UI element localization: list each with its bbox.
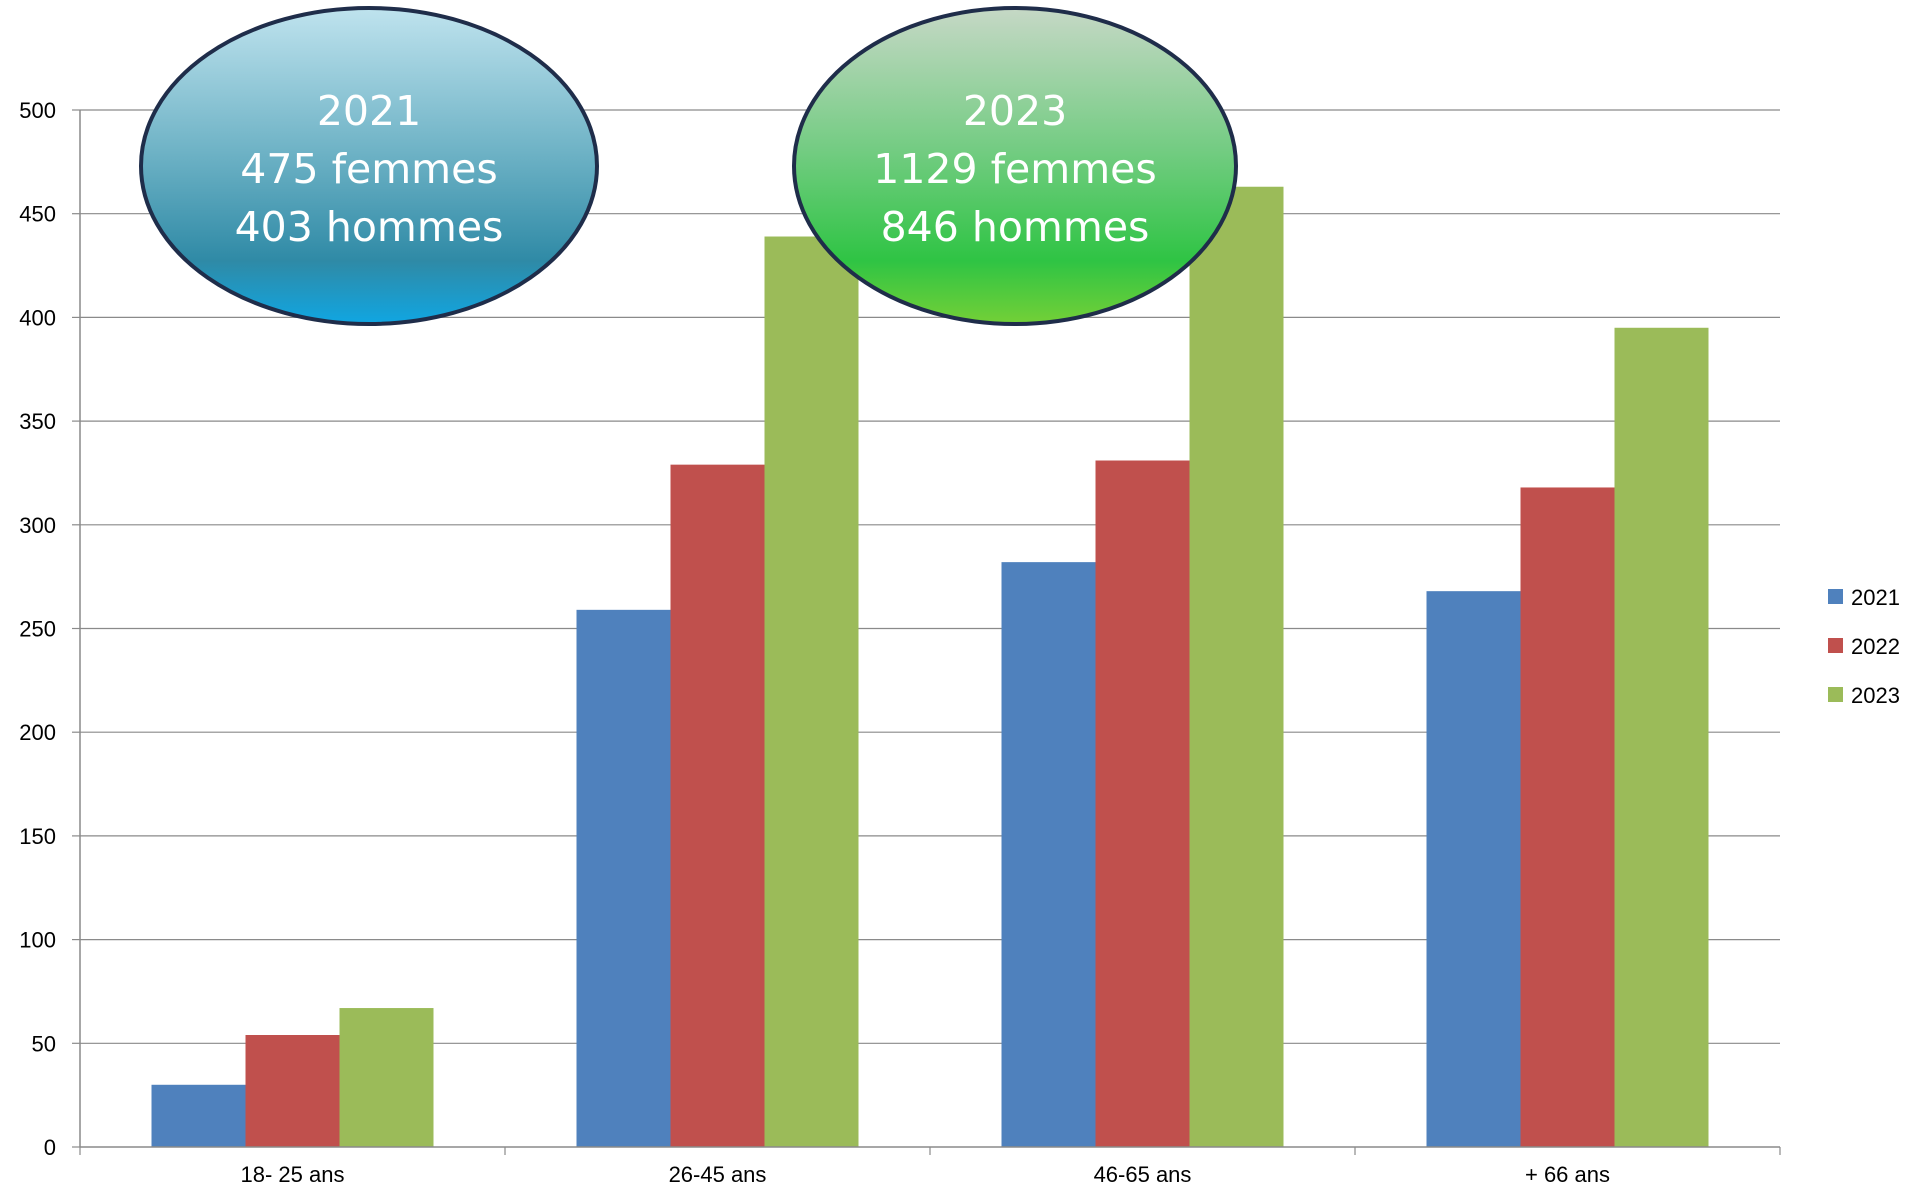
- y-tick-label: 50: [32, 1031, 56, 1056]
- legend-label-2022: 2022: [1851, 634, 1900, 659]
- bar-2023-1: [339, 1008, 434, 1147]
- annotation-bubble-1: 2021 475 femmes 403 hommes: [139, 6, 599, 326]
- y-tick-label: 0: [44, 1135, 56, 1160]
- bar-2022-3: [1095, 460, 1190, 1148]
- x-axis-ticks: 18- 25 ans 26-45 ans 46-65 ans + 66 ans: [79, 1147, 1781, 1187]
- annotation-bubbles: 2021 475 femmes 403 hommes 2023 1129 femmes 8…: [139, 6, 1238, 326]
- bar-2021-4: [1426, 591, 1521, 1147]
- y-tick-label: 500: [19, 98, 56, 123]
- y-tick-label: 300: [19, 513, 56, 538]
- legend-swatch-2022: [1828, 638, 1843, 653]
- y-tick-label: 150: [19, 824, 56, 849]
- bar-2023-3: [1189, 186, 1284, 1147]
- x-tick-label: + 66 ans: [1525, 1162, 1610, 1187]
- x-tick-label: 46-65 ans: [1094, 1162, 1192, 1187]
- bar-2023-4: [1614, 327, 1709, 1147]
- y-axis-ticks: 0 50 100 150 200 250 300 350 400 450 500: [19, 98, 80, 1160]
- bubble-text-line: 2023: [963, 87, 1067, 135]
- bubble-ellipse: [792, 6, 1238, 326]
- bar-2022-4: [1520, 487, 1615, 1147]
- y-tick-label: 200: [19, 720, 56, 745]
- x-tick-label: 18- 25 ans: [241, 1162, 345, 1187]
- y-tick-label: 350: [19, 409, 56, 434]
- bubble-text-line: 1129 femmes: [873, 145, 1157, 193]
- annotation-bubble-2: 2023 1129 femmes 846 hommes: [792, 6, 1238, 326]
- legend-swatch-2021: [1828, 589, 1843, 604]
- x-tick-label: 26-45 ans: [669, 1162, 767, 1187]
- bar-2022-2: [670, 464, 765, 1147]
- bar-2021-3: [1001, 562, 1096, 1147]
- bubble-text-line: 2021: [317, 87, 421, 135]
- y-tick-label: 250: [19, 617, 56, 642]
- bars: [151, 186, 1709, 1148]
- bar-2021-2: [576, 609, 671, 1147]
- bubble-text-line: 846 hommes: [881, 203, 1150, 251]
- bubble-text-line: 403 hommes: [235, 203, 504, 251]
- legend-label-2023: 2023: [1851, 683, 1900, 708]
- bar-2022-1: [245, 1035, 340, 1147]
- bar-2021-1: [151, 1084, 246, 1147]
- legend: 2021 2022 2023: [1828, 585, 1900, 708]
- bubble-ellipse: [139, 6, 599, 326]
- legend-label-2021: 2021: [1851, 585, 1900, 610]
- y-tick-label: 100: [19, 928, 56, 953]
- bubble-text-line: 475 femmes: [240, 145, 497, 193]
- bar-2023-2: [764, 236, 859, 1147]
- legend-swatch-2023: [1828, 687, 1843, 702]
- y-tick-label: 450: [19, 202, 56, 227]
- y-tick-label: 400: [19, 305, 56, 330]
